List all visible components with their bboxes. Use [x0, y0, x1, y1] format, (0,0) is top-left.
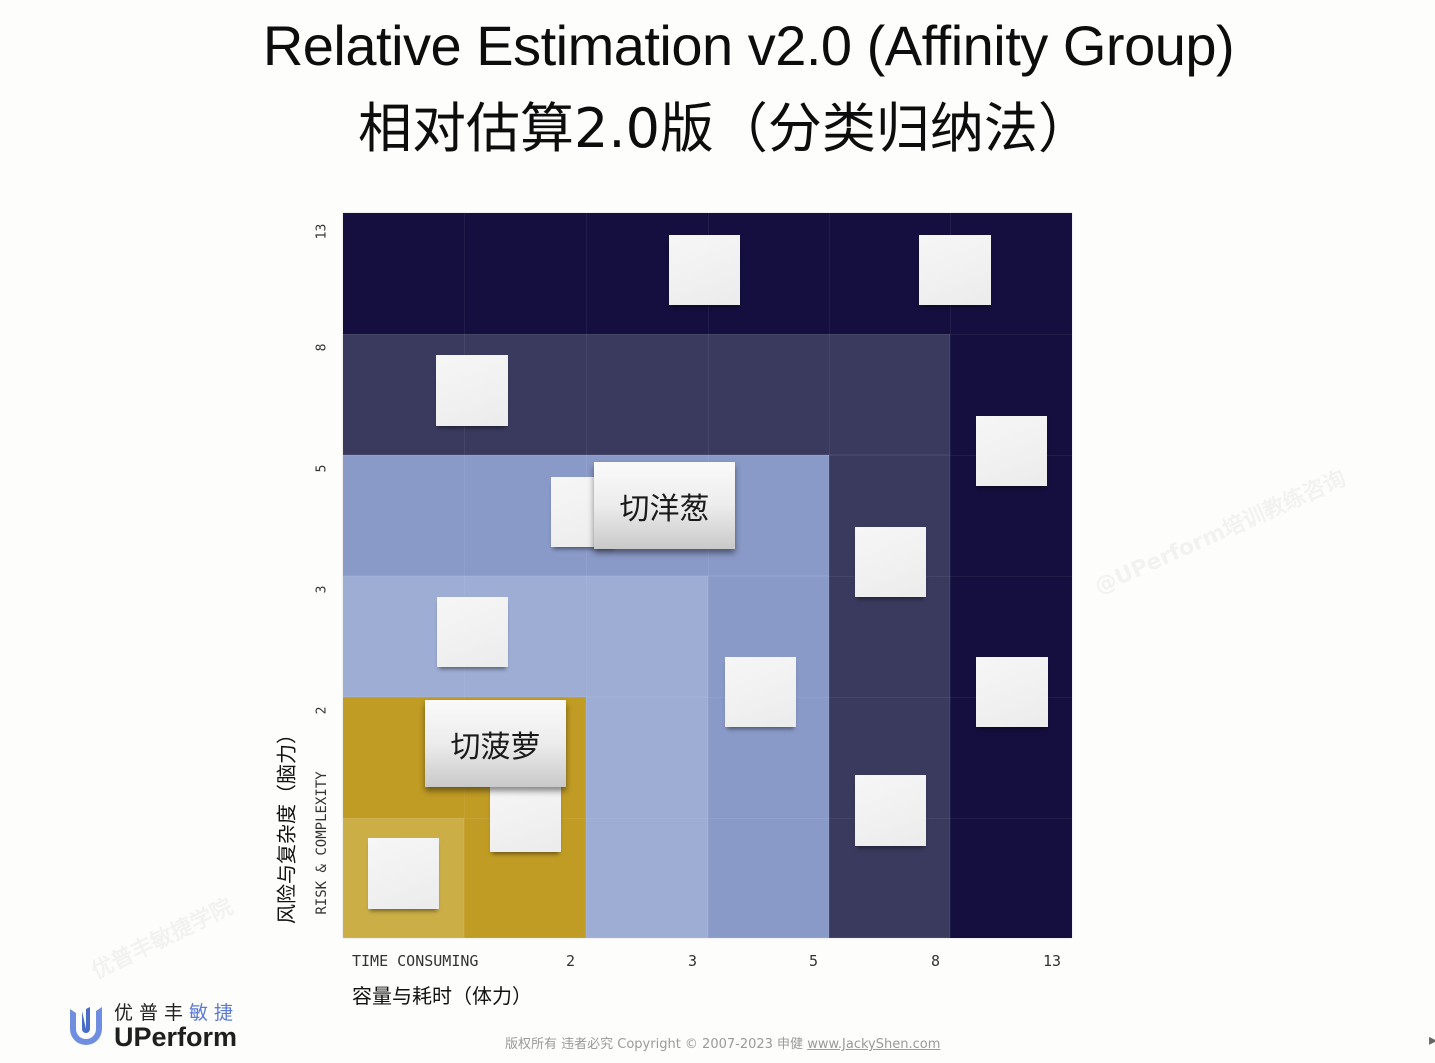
x-tick-5: 5 — [809, 952, 819, 970]
footer-copyright: 版权所有 违者必究 Copyright © 2007-2023 申健 www.J… — [505, 1033, 940, 1052]
watermark-left: 优普丰敏捷学院 — [85, 889, 237, 985]
sticky-note[interactable] — [976, 416, 1047, 486]
grid-line — [708, 213, 709, 938]
y-tick-5: 5 — [314, 464, 330, 473]
sticky-note[interactable] — [919, 235, 991, 305]
grid-line — [343, 697, 1072, 698]
grid-line — [464, 213, 465, 938]
sticky-note[interactable] — [976, 657, 1048, 727]
logo-text-english: UPerform — [114, 1022, 238, 1052]
uperform-logo-icon — [70, 1007, 102, 1045]
slide-title-chinese: 相对估算2.0版（分类归纳法） — [358, 97, 1092, 160]
sticky-note[interactable] — [437, 597, 508, 667]
grid-line — [829, 213, 830, 938]
grid-line — [343, 576, 1072, 577]
task-card-pineapple[interactable]: 切菠萝 — [425, 700, 566, 787]
grid-line — [343, 455, 1072, 456]
watermark-right: @UPerform培训教练咨询 — [1088, 461, 1350, 601]
x-tick-8: 8 — [931, 952, 941, 970]
y-tick-13: 13 — [314, 223, 330, 240]
x-tick-3: 3 — [688, 952, 698, 970]
y-axis-caption-english: RISK & COMPLEXITY — [314, 771, 330, 915]
estimation-grid: 切洋葱 切菠萝 — [343, 213, 1072, 938]
grid-line — [343, 818, 1072, 819]
x-tick-2: 2 — [566, 952, 576, 970]
sticky-note[interactable] — [669, 235, 740, 305]
y-tick-8: 8 — [314, 343, 330, 352]
y-tick-3: 3 — [314, 585, 330, 594]
task-card-label: 切菠萝 — [450, 729, 541, 765]
sticky-note[interactable] — [725, 657, 796, 727]
edge-glyph: ▸ — [1429, 1032, 1435, 1049]
region-size-3-col — [586, 697, 708, 938]
x-tick-13: 13 — [1043, 952, 1062, 970]
grid-line — [343, 334, 1072, 335]
x-axis-caption-english: TIME CONSUMING — [352, 952, 479, 970]
y-axis-caption-chinese: 风险与复杂度（脑力） — [274, 724, 299, 924]
grid-line — [950, 213, 951, 938]
x-axis-caption-chinese: 容量与耗时（体力） — [352, 984, 532, 1008]
grid-line — [586, 213, 587, 938]
sticky-note[interactable] — [855, 775, 926, 846]
sticky-note[interactable] — [368, 838, 439, 909]
logo-text-chinese: 优普丰 — [114, 1002, 190, 1024]
sticky-note[interactable] — [490, 785, 561, 852]
copyright-text: 版权所有 违者必究 Copyright © 2007-2023 申健 — [505, 1037, 808, 1052]
uperform-logo: 优普丰敏捷 UPerform — [66, 1002, 240, 1052]
website-link[interactable]: www.JackyShen.com — [807, 1037, 941, 1052]
sticky-note[interactable] — [436, 355, 508, 426]
slide-title-english: Relative Estimation v2.0 (Affinity Group… — [262, 14, 1235, 77]
y-tick-2: 2 — [314, 706, 330, 715]
sticky-note[interactable] — [855, 527, 926, 597]
logo-text-chinese-accent: 敏捷 — [189, 1002, 240, 1024]
region-size-5-col — [708, 576, 829, 938]
region-size-8 — [343, 334, 950, 455]
task-card-onion[interactable]: 切洋葱 — [594, 462, 735, 549]
region-size-3 — [343, 576, 708, 697]
task-card-label: 切洋葱 — [619, 491, 710, 527]
